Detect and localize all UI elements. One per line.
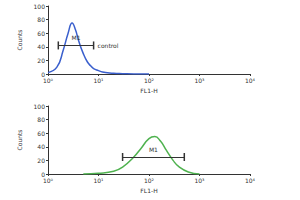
svg-text:100: 100 bbox=[34, 3, 46, 10]
svg-text:60: 60 bbox=[37, 130, 45, 137]
svg-text:100: 100 bbox=[34, 103, 46, 110]
svg-text:0: 0 bbox=[41, 70, 45, 78]
svg-text:80: 80 bbox=[37, 116, 45, 123]
svg-text:Counts: Counts bbox=[16, 130, 23, 151]
svg-text:20: 20 bbox=[37, 157, 45, 164]
svg-text:10⁰: 10⁰ bbox=[43, 177, 54, 184]
svg-text:10²: 10² bbox=[144, 177, 155, 184]
svg-text:0: 0 bbox=[41, 170, 45, 178]
svg-text:FL1-H: FL1-H bbox=[140, 87, 157, 94]
svg-text:60: 60 bbox=[37, 30, 45, 37]
svg-text:10⁴: 10⁴ bbox=[245, 177, 256, 184]
svg-text:10³: 10³ bbox=[194, 177, 205, 184]
svg-text:M1: M1 bbox=[71, 34, 80, 41]
svg-text:40: 40 bbox=[37, 43, 45, 50]
svg-text:10⁰: 10⁰ bbox=[43, 77, 54, 84]
svg-text:10³: 10³ bbox=[194, 77, 205, 84]
svg-text:20: 20 bbox=[37, 57, 45, 64]
svg-text:control: control bbox=[98, 42, 119, 49]
svg-text:M1: M1 bbox=[149, 146, 158, 153]
svg-text:FL1-H: FL1-H bbox=[140, 187, 157, 194]
svg-text:80: 80 bbox=[37, 16, 45, 23]
svg-text:10¹: 10¹ bbox=[93, 177, 104, 184]
svg-text:Counts: Counts bbox=[16, 30, 23, 51]
svg-text:10⁴: 10⁴ bbox=[245, 77, 256, 84]
svg-text:10²: 10² bbox=[144, 77, 155, 84]
svg-text:10¹: 10¹ bbox=[93, 77, 104, 84]
svg-text:40: 40 bbox=[37, 143, 45, 150]
